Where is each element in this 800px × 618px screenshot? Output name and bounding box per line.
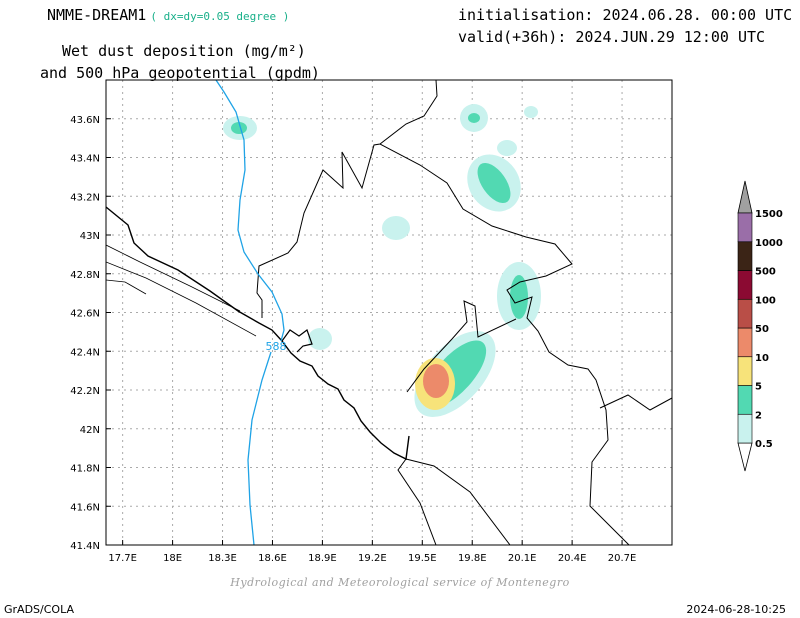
longitude-tick-label: 19.8E bbox=[458, 553, 487, 564]
legend-level-label: 10 bbox=[755, 353, 769, 364]
legend-color-box bbox=[737, 327, 753, 358]
longitude-tick-label: 20.7E bbox=[608, 553, 637, 564]
country-border-south bbox=[397, 458, 511, 545]
model-name: NMME-DREAM1( dx=dy=0.05 degree ) bbox=[47, 6, 290, 24]
generation-timestamp: 2024-06-28-10:25 bbox=[686, 603, 786, 616]
longitude-tick-label: 18.9E bbox=[308, 553, 337, 564]
latitude-tick-label: 43.6N bbox=[70, 115, 100, 126]
deposition-patch-east-border bbox=[497, 262, 541, 330]
latitude-tick-label: 43N bbox=[80, 231, 100, 242]
color-legend: 0.5 2 5 10 50 100 500 1000 1500 bbox=[737, 180, 783, 472]
legend-level-label: 1000 bbox=[755, 238, 783, 249]
legend-under-triangle bbox=[737, 442, 753, 472]
border-albania-montenegro bbox=[406, 300, 517, 393]
legend-color-box bbox=[737, 356, 753, 386]
initialisation-time: initialisation: 2024.06.28. 00:00 UTC bbox=[458, 6, 793, 24]
latitude-tick-label: 41.4N bbox=[70, 541, 100, 552]
legend-level-label: 2 bbox=[755, 410, 762, 421]
gridlines bbox=[106, 80, 672, 545]
legend-level-label: 1500 bbox=[755, 209, 783, 220]
croatia-border-left bbox=[106, 244, 241, 312]
credit-text: Hydrological and Meteorological service … bbox=[230, 576, 570, 589]
longitude-tick-label: 18E bbox=[163, 553, 182, 564]
longitude-tick-label: 19.5E bbox=[408, 553, 437, 564]
map-title-line2: and 500 hPa geopotential (gpdm) bbox=[40, 64, 320, 82]
legend-level-label: 100 bbox=[755, 295, 776, 306]
country-border bbox=[256, 80, 438, 318]
latitude-tick-label: 41.8N bbox=[70, 464, 100, 475]
legend-level-label: 5 bbox=[755, 382, 762, 393]
bosnia-coast-line bbox=[106, 261, 257, 337]
legend-over-triangle bbox=[737, 180, 753, 214]
latitude-tick-label: 43.2N bbox=[70, 192, 100, 203]
legend-color-box bbox=[737, 385, 753, 415]
deposition-patch-central-east bbox=[467, 154, 521, 212]
software-label: GrADS/COLA bbox=[4, 603, 74, 616]
geopotential-contour-label: 588 bbox=[266, 340, 287, 353]
legend-color-box bbox=[737, 241, 753, 271]
longitude-tick-label: 17.7E bbox=[108, 553, 137, 564]
legend-color-box bbox=[737, 212, 753, 243]
longitude-tick-label: 18.6E bbox=[258, 553, 287, 564]
geopotential-contour-588 bbox=[215, 80, 285, 545]
deposition-patch-north-east bbox=[460, 104, 538, 156]
latitude-tick-label: 42.6N bbox=[70, 309, 100, 320]
legend-level-label: 0.5 bbox=[755, 439, 773, 450]
map-title-line1: Wet dust deposition (mg/m²) bbox=[62, 42, 306, 60]
country-border-east bbox=[379, 143, 630, 545]
model-resolution: ( dx=dy=0.05 degree ) bbox=[150, 10, 290, 23]
lake-shore bbox=[599, 394, 672, 411]
coastline bbox=[106, 206, 410, 461]
latitude-tick-label: 41.6N bbox=[70, 502, 100, 513]
latitude-tick-label: 43.4N bbox=[70, 154, 100, 165]
deposition-patch-isolated bbox=[308, 216, 410, 350]
latitude-tick-label: 42N bbox=[80, 425, 100, 436]
legend-color-box bbox=[737, 298, 753, 329]
latitude-tick-label: 42.2N bbox=[70, 386, 100, 397]
legend-level-label: 50 bbox=[755, 324, 769, 335]
deposition-shading bbox=[223, 104, 541, 417]
bay-of-kotor bbox=[281, 329, 313, 353]
latitude-tick-label: 42.8N bbox=[70, 270, 100, 281]
longitude-tick-labels: 17.7E 18E 18.3E 18.6E 18.9E 19.2E 19.5E 19.8E 20… bbox=[108, 540, 636, 564]
valid-time: valid(+36h): 2024.JUN.29 12:00 UTC bbox=[458, 28, 766, 46]
deposition-patch-south-maximum bbox=[414, 331, 496, 417]
map-lines bbox=[106, 80, 672, 545]
latitude-tick-labels: 41.4N 41.6N 41.8N 42N 42.2N 42.4N 42.6N 42.8N 43… bbox=[70, 115, 111, 552]
longitude-tick-label: 20.4E bbox=[558, 553, 587, 564]
longitude-tick-label: 18.3E bbox=[208, 553, 237, 564]
legend-color-box bbox=[737, 270, 753, 300]
legend-level-label: 500 bbox=[755, 267, 776, 278]
island-outline bbox=[106, 279, 147, 295]
longitude-tick-label: 19.2E bbox=[358, 553, 387, 564]
longitude-tick-label: 20.1E bbox=[508, 553, 537, 564]
legend-color-box bbox=[737, 413, 753, 444]
latitude-tick-label: 42.4N bbox=[70, 347, 100, 358]
